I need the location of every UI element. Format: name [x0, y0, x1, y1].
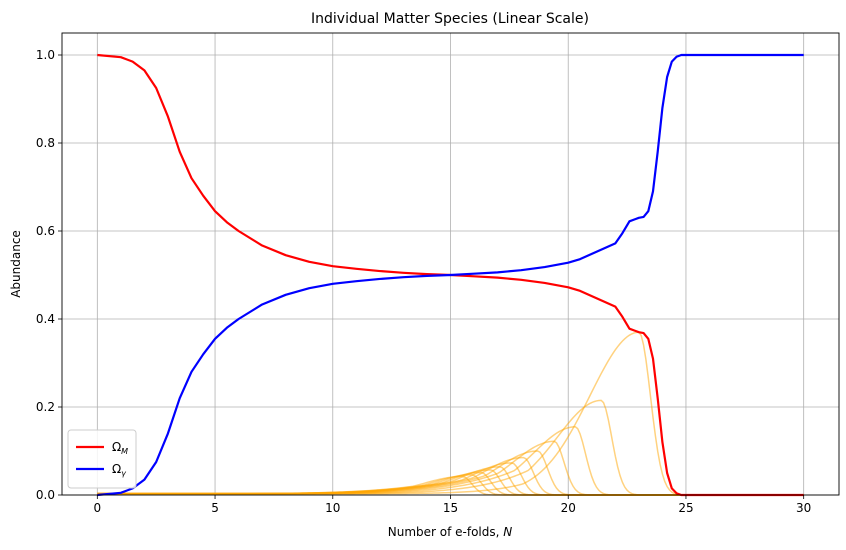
legend-label-subscript: M	[121, 447, 128, 456]
y-tick-label: 1.0	[36, 48, 55, 62]
x-tick-label: 0	[93, 501, 101, 515]
x-axis-label-text: Number of e-folds,	[388, 525, 504, 539]
y-axis-label: Abundance	[9, 230, 23, 298]
x-axis-label-symbol: N	[503, 525, 512, 539]
x-tick-label: 20	[561, 501, 576, 515]
series-line-omega-m	[97, 53, 804, 497]
x-axis: 0 5 10 15 20 25 30	[93, 495, 811, 515]
y-tick-label: 0.8	[36, 136, 55, 150]
legend-label-symbol: Ω	[112, 462, 121, 476]
y-tick-label: 0.2	[36, 400, 55, 414]
legend-label-symbol: Ω	[112, 440, 121, 454]
x-axis-label: Number of e-folds, N	[388, 525, 513, 539]
legend-label: ΩM	[112, 440, 128, 456]
x-tick-label: 25	[678, 501, 693, 515]
series-lines	[97, 53, 804, 497]
chart-title: Individual Matter Species (Linear Scale)	[311, 11, 589, 27]
legend-box	[67, 429, 137, 489]
y-tick-label: 0.6	[36, 224, 55, 238]
y-axis: 0.0 0.2 0.4 0.6 0.8 1.0	[36, 48, 62, 502]
x-tick-label: 30	[796, 501, 811, 515]
series-line-omega-gamma	[97, 53, 804, 497]
x-tick-label: 15	[443, 501, 458, 515]
y-tick-label: 0.4	[36, 312, 55, 326]
x-tick-label: 5	[211, 501, 219, 515]
legend-label: Ωγ	[112, 462, 127, 478]
legend-label-subscript: γ	[121, 469, 127, 478]
x-tick-label: 10	[325, 501, 340, 515]
y-tick-label: 0.0	[36, 488, 55, 502]
